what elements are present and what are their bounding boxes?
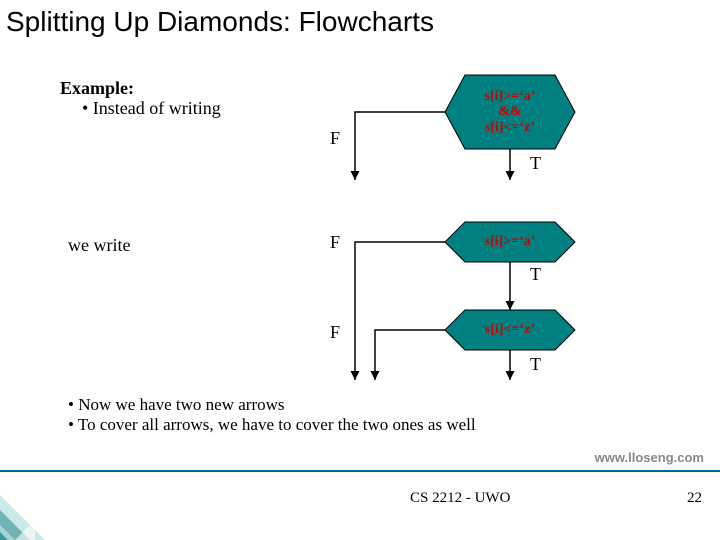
edge-label-big-F: F — [330, 128, 340, 149]
flowchart-area: s[i]>=‘a’ && s[i]<=‘z’ s[i]>=‘a’ s[i]<=‘… — [300, 70, 680, 390]
divider — [0, 470, 720, 472]
page-number: 22 — [687, 490, 702, 507]
edge-condz-F — [375, 330, 445, 380]
instead-of-text: • Instead of writing — [82, 98, 221, 119]
node-conda-label: s[i]>=‘a’ — [445, 222, 575, 262]
edge-conda-F — [355, 242, 445, 380]
node-big-label: s[i]>=‘a’ && s[i]<=‘z’ — [445, 75, 575, 149]
slide-title: Splitting Up Diamonds: Flowcharts — [6, 6, 434, 38]
example-label: Example: — [60, 78, 134, 99]
note-2: • To cover all arrows, we have to cover … — [68, 415, 476, 435]
edge-label-conda-F: F — [330, 232, 340, 253]
node-condz-label: s[i]<=‘z’ — [445, 310, 575, 350]
edge-label-condz-F: F — [330, 322, 340, 343]
edge-label-big-T: T — [530, 153, 541, 174]
edge-big-F — [355, 112, 445, 180]
edge-label-conda-T: T — [530, 264, 541, 285]
slide: Splitting Up Diamonds: Flowcharts Exampl… — [0, 0, 720, 540]
edge-label-condz-T: T — [530, 354, 541, 375]
we-write-text: we write — [68, 235, 130, 256]
footer-link: www.lloseng.com — [595, 450, 704, 465]
note-1: • Now we have two new arrows — [68, 395, 285, 415]
corner-decoration-icon — [0, 440, 100, 540]
course-code: CS 2212 - UWO — [410, 490, 510, 507]
